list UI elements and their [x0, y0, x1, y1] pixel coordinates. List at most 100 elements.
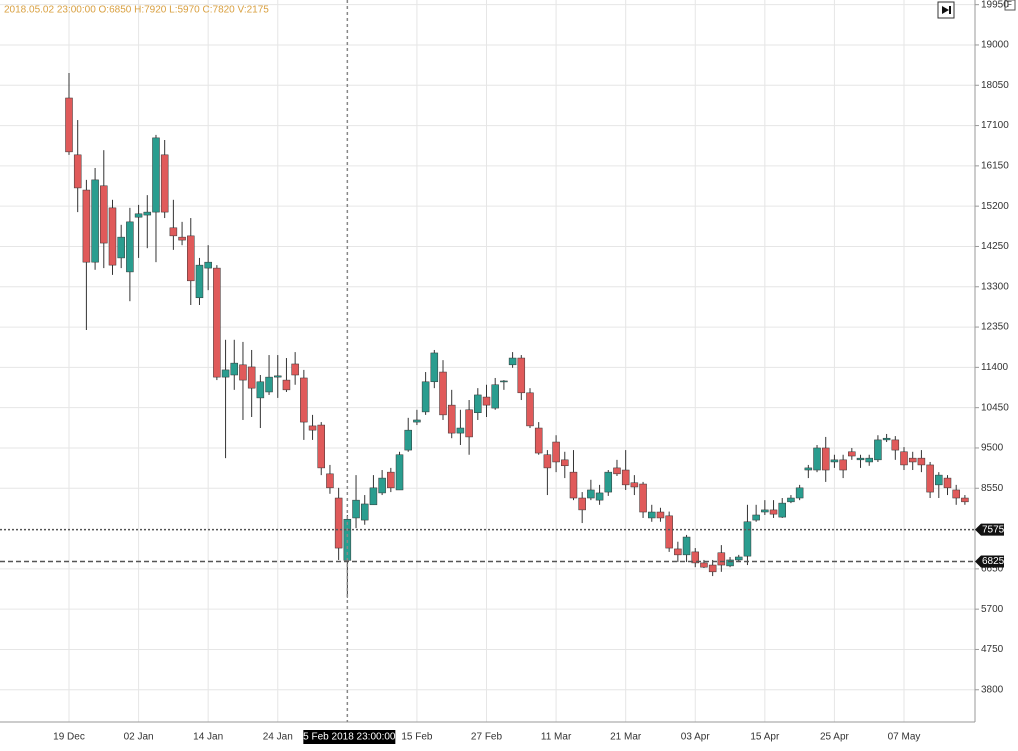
candle-body — [734, 556, 743, 561]
candle-body — [291, 363, 299, 376]
candle-body — [865, 457, 873, 463]
candle-body — [961, 497, 969, 503]
candle-body — [787, 497, 795, 503]
candle-body — [821, 447, 830, 471]
x-tick-label: 14 Jan — [193, 732, 223, 743]
crosshair-label: 5 Feb 2018 23:00:00 — [303, 732, 396, 743]
candle-body — [674, 548, 682, 556]
candle-body — [456, 427, 465, 434]
candle-body — [874, 439, 882, 461]
candle-body — [526, 392, 534, 427]
candle-body — [769, 509, 778, 515]
candle-body — [543, 454, 552, 469]
y-tick-label: 9500 — [981, 443, 1004, 454]
candle-body — [221, 369, 230, 378]
y-tick-label: 18050 — [981, 80, 1009, 91]
candle-body — [856, 457, 865, 461]
candle-body — [491, 384, 499, 409]
candle-body — [404, 429, 412, 451]
candle-body — [352, 499, 360, 519]
price-tag — [975, 523, 1004, 536]
candle-body — [421, 381, 430, 413]
candle-body — [917, 457, 926, 466]
crosshair-label-box — [303, 730, 396, 744]
y-tick-label: 19950 — [981, 0, 1009, 10]
candle-body — [952, 489, 960, 499]
price-tag-label: 7575 — [982, 524, 1005, 535]
y-tick-label: 16150 — [981, 161, 1009, 172]
candle-body — [126, 221, 134, 273]
candle-body — [708, 564, 717, 573]
candle-body — [726, 559, 734, 567]
candle-body — [482, 396, 491, 406]
settings-button[interactable]: F — [1004, 0, 1016, 11]
candle-body — [169, 227, 178, 237]
candle-body — [91, 179, 99, 263]
candle-body — [648, 511, 656, 519]
candle-body — [300, 377, 308, 423]
candle-body — [282, 379, 291, 391]
candle-body — [143, 211, 152, 216]
y-tick-label: 4750 — [981, 644, 1004, 655]
candle-body — [439, 371, 447, 416]
candle-body — [508, 357, 517, 366]
y-tick-label: 19000 — [981, 40, 1009, 51]
x-tick-label: 02 Jan — [124, 732, 154, 743]
candle-body — [160, 154, 169, 213]
candle-body — [691, 551, 700, 564]
candle-body — [334, 497, 343, 549]
candle-body — [308, 425, 317, 431]
candle-body — [500, 380, 508, 383]
candle-body — [239, 364, 247, 381]
y-tick-label: 5700 — [981, 604, 1004, 615]
candle-body — [369, 487, 378, 506]
candle-body — [204, 261, 212, 269]
y-tick-label: 13300 — [981, 281, 1009, 292]
candle-body — [578, 497, 586, 511]
candle-body — [265, 376, 273, 393]
candle-body — [891, 439, 900, 451]
candle-body — [326, 473, 334, 489]
candle-body — [552, 441, 560, 463]
candle-body — [465, 409, 473, 438]
candle-body — [447, 404, 456, 434]
candle-body — [717, 552, 726, 566]
candle-body — [561, 459, 569, 467]
candle-body — [152, 137, 160, 213]
candle-body — [100, 185, 108, 244]
x-tick-label: 03 Apr — [681, 732, 711, 743]
candle-body — [387, 471, 395, 489]
y-tick-label: 11400 — [981, 362, 1009, 373]
candle-body — [413, 419, 421, 423]
candle-body — [621, 469, 630, 486]
candle-body — [134, 213, 143, 218]
candle-body — [839, 459, 847, 471]
candle-body — [517, 357, 526, 394]
header-info: 2018.05.02 23:00:00 O:6850 H:7920 L:5970… — [4, 5, 269, 16]
candle-body — [395, 454, 404, 491]
candle-body — [700, 562, 708, 568]
candle-body — [778, 502, 786, 518]
price-tag-label: 6825 — [982, 556, 1005, 567]
x-tick-label: 24 Jan — [263, 732, 293, 743]
candle-body — [195, 264, 204, 299]
candle-body — [378, 477, 386, 494]
candle-body — [813, 447, 821, 471]
candle-body — [108, 207, 117, 266]
x-tick-label: 21 Mar — [610, 732, 642, 743]
candle-body — [848, 451, 856, 457]
candle-body — [82, 189, 91, 263]
candle-body — [935, 474, 943, 486]
candle-body — [247, 366, 256, 389]
candle-body — [569, 471, 578, 499]
y-tick-label: 15200 — [981, 201, 1009, 212]
candle-body — [795, 487, 804, 499]
candle-body — [639, 483, 647, 513]
candle-body — [430, 352, 439, 383]
candle-body — [360, 503, 369, 521]
candle-body — [604, 471, 613, 493]
candle-body — [117, 236, 125, 259]
scroll-end-button[interactable] — [937, 1, 955, 19]
